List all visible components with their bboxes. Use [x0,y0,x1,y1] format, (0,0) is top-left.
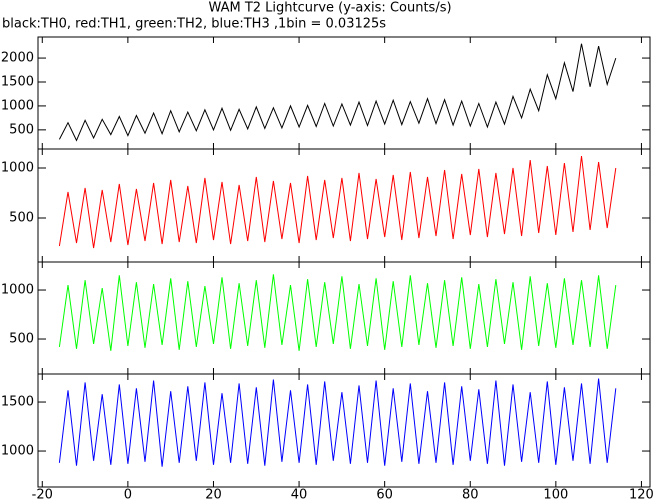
chart-title: WAM T2 Lightcurve (y-axis: Counts/s) [208,1,451,16]
x-tick-label: 40 [291,488,308,503]
y-tick-label: 1500 [1,74,34,89]
x-tick-label: 80 [462,488,479,503]
panel-frame [37,261,651,375]
y-tick-label: 1000 [1,283,34,298]
y-tick-label: 2000 [1,51,34,66]
y-tick-label: 1500 [1,395,34,410]
x-tick-label: 20 [205,488,222,503]
x-tick-label: -20 [32,488,53,503]
y-tick-label: 1000 [1,444,34,459]
series-line [58,378,617,467]
series-line [58,155,617,249]
x-tick-label: 120 [629,488,654,503]
y-tick-label: 1000 [1,161,34,176]
series-line [58,43,617,142]
panel-frame [37,148,651,263]
y-tick-label: 1000 [1,98,34,113]
x-tick-label: 60 [376,488,393,503]
y-tick-label: 500 [9,332,34,347]
chart-subtitle: black:TH0, red:TH1, green:TH2, blue:TH3 … [2,17,386,32]
y-tick-label: 500 [9,122,34,137]
x-tick-label: 0 [124,488,132,503]
series-line [58,274,617,351]
y-tick-label: 500 [9,211,34,226]
panel-frame [37,373,651,488]
x-tick-label: 100 [543,488,568,503]
